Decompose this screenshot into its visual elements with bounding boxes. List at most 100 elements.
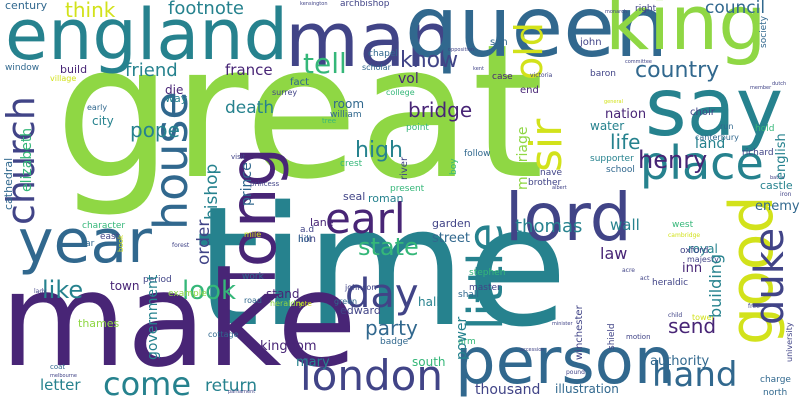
- word: oxford: [680, 246, 709, 256]
- word: run: [720, 122, 734, 131]
- word: inn: [682, 261, 703, 276]
- word: like: [42, 276, 84, 304]
- word: mary: [296, 355, 330, 370]
- word: garden: [432, 217, 471, 230]
- word: work: [242, 272, 264, 282]
- word: place: [640, 136, 764, 190]
- word: supporter: [590, 154, 634, 164]
- word: brother: [528, 178, 562, 188]
- word: right: [635, 4, 657, 14]
- word: member: [750, 85, 772, 91]
- word: hold: [755, 124, 775, 134]
- word: edward: [340, 304, 381, 317]
- word: school: [606, 165, 635, 175]
- word: charge: [760, 375, 791, 385]
- word: tower: [692, 313, 715, 322]
- word: think: [65, 0, 116, 22]
- word: majesty: [687, 255, 719, 264]
- word: character: [82, 221, 126, 231]
- word: say: [645, 61, 784, 154]
- word: heraldic: [652, 278, 689, 288]
- word: power: [454, 316, 470, 360]
- word: government: [145, 274, 161, 360]
- word: cambridge: [668, 232, 701, 239]
- word: parliament: [228, 389, 256, 395]
- word: a.d: [300, 225, 315, 235]
- word: melbourne: [50, 373, 77, 379]
- word: kingdom: [260, 339, 317, 354]
- word: period: [143, 275, 172, 285]
- word: english: [774, 133, 789, 180]
- word: stephen: [469, 268, 506, 278]
- word: richard: [742, 148, 774, 158]
- word: great: [55, 4, 545, 220]
- word: far: [82, 239, 95, 249]
- word: life: [610, 130, 641, 154]
- word: south: [412, 355, 446, 369]
- word: chapel: [368, 49, 398, 59]
- word: choir: [690, 107, 715, 118]
- word: fact: [290, 77, 310, 88]
- word: make: [0, 244, 357, 396]
- word: friend: [125, 60, 178, 81]
- word: heraldry: [270, 299, 304, 308]
- word: tree: [322, 117, 337, 125]
- word: hand: [652, 355, 738, 395]
- word: lane: [310, 216, 334, 229]
- word: free: [748, 303, 760, 310]
- word: marriage: [515, 126, 531, 190]
- word: river: [399, 156, 410, 180]
- word: princess: [250, 180, 280, 188]
- word: cottage: [208, 330, 239, 339]
- word: university: [785, 322, 794, 362]
- word: monarch: [605, 9, 628, 15]
- word: return: [205, 376, 257, 396]
- word: footnote: [168, 0, 244, 19]
- word: water: [590, 119, 625, 133]
- word: pope: [130, 118, 180, 142]
- word: accession: [520, 347, 545, 353]
- word: law: [600, 244, 628, 263]
- word: william: [330, 110, 362, 120]
- word: johnson: [345, 283, 377, 292]
- word: thames: [78, 317, 120, 330]
- word: cathedral: [2, 157, 15, 210]
- word: act: [640, 275, 650, 282]
- word: shield: [607, 323, 617, 350]
- word: baron: [590, 69, 616, 79]
- word: lord: [505, 179, 632, 256]
- word: present: [390, 184, 425, 194]
- word: seal: [343, 190, 366, 203]
- word: west: [672, 220, 694, 230]
- word: society: [759, 15, 769, 48]
- word: surrey: [272, 88, 298, 97]
- word: royal: [688, 242, 718, 256]
- word: hall: [418, 295, 440, 309]
- word: book: [117, 234, 125, 252]
- word: committee: [625, 59, 653, 65]
- word: lion: [298, 234, 317, 245]
- word: die: [165, 83, 184, 97]
- word: elizabeth: [19, 127, 35, 192]
- word: state: [358, 233, 419, 261]
- word: castle: [760, 179, 793, 192]
- word: kent: [473, 66, 484, 72]
- word: motion: [626, 333, 651, 341]
- word: visit: [231, 153, 246, 161]
- word: son: [490, 37, 508, 48]
- word: henry: [638, 146, 708, 174]
- word: know: [400, 48, 459, 73]
- word: send: [668, 314, 717, 338]
- word: point: [406, 123, 429, 133]
- word: nave: [540, 168, 563, 178]
- word: earl: [325, 194, 406, 243]
- word: child: [668, 312, 683, 319]
- word: albert: [552, 185, 567, 191]
- word: canterbury: [695, 133, 739, 142]
- word: east: [100, 232, 120, 242]
- word: city: [92, 114, 114, 128]
- word: thousand: [475, 382, 541, 398]
- word: example: [168, 289, 207, 299]
- word: college: [386, 88, 415, 97]
